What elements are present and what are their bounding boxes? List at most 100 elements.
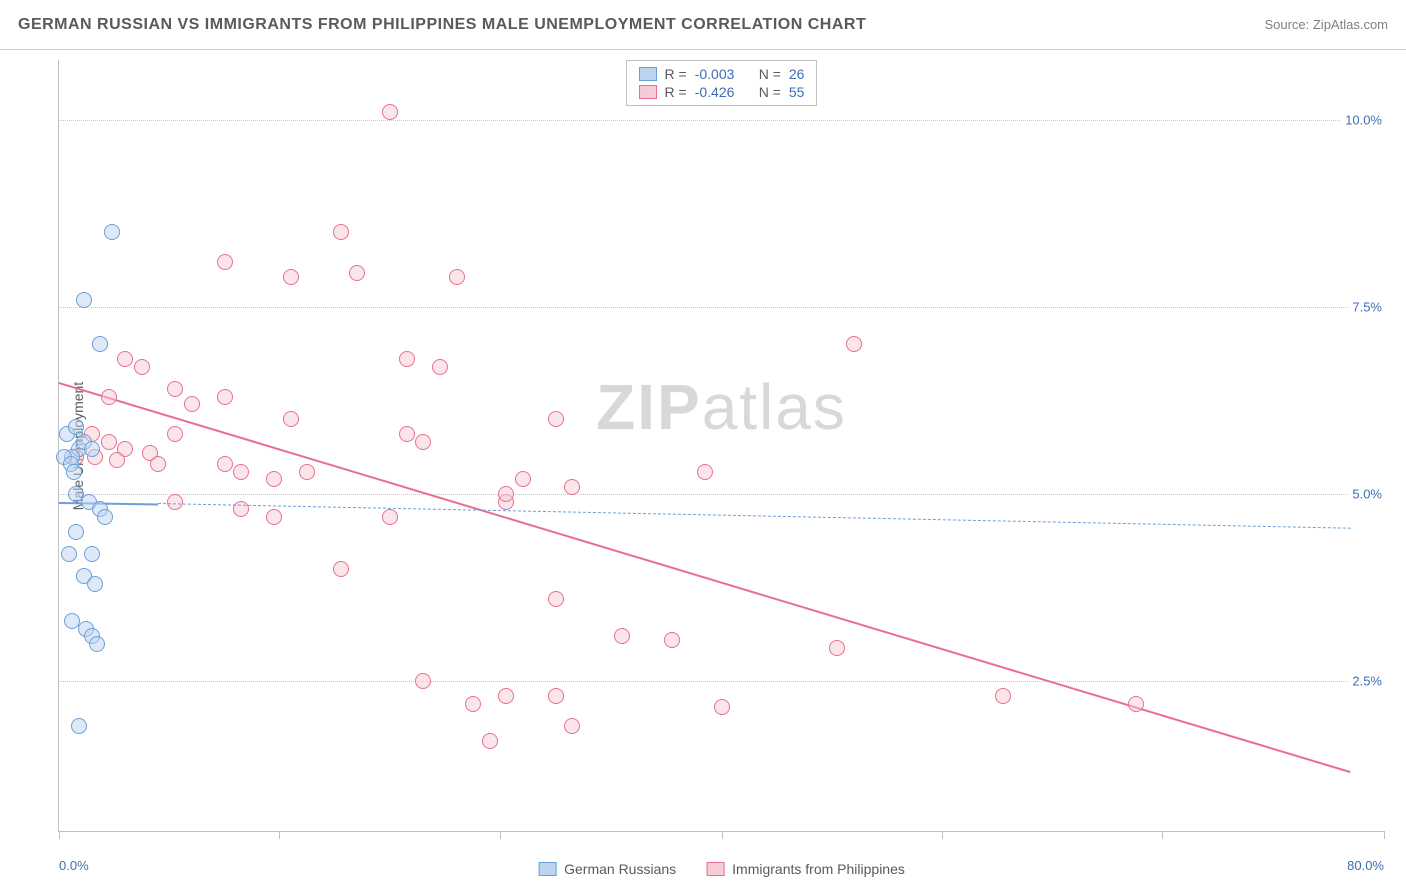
data-point bbox=[399, 351, 415, 367]
data-point bbox=[548, 688, 564, 704]
trend-line bbox=[59, 502, 158, 505]
legend-r-label: R = bbox=[665, 66, 687, 82]
data-point bbox=[233, 464, 249, 480]
watermark-bold: ZIP bbox=[596, 371, 702, 443]
data-point bbox=[465, 696, 481, 712]
legend-n-label: N = bbox=[759, 66, 781, 82]
legend-swatch bbox=[538, 862, 556, 876]
data-point bbox=[104, 224, 120, 240]
x-tick bbox=[722, 831, 723, 839]
legend-swatch bbox=[706, 862, 724, 876]
data-point bbox=[548, 411, 564, 427]
gridline bbox=[59, 307, 1384, 308]
data-point bbox=[61, 546, 77, 562]
data-point bbox=[449, 269, 465, 285]
data-point bbox=[184, 396, 200, 412]
data-point bbox=[71, 718, 87, 734]
chart-source: Source: ZipAtlas.com bbox=[1264, 17, 1388, 32]
data-point bbox=[498, 688, 514, 704]
data-point bbox=[266, 471, 282, 487]
data-point bbox=[664, 632, 680, 648]
y-tick-label: 10.0% bbox=[1341, 112, 1386, 127]
data-point bbox=[299, 464, 315, 480]
chart-plot-area: ZIPatlas 2.5%5.0%7.5%10.0%0.0%80.0%R = -… bbox=[58, 60, 1384, 832]
data-point bbox=[432, 359, 448, 375]
data-point bbox=[76, 292, 92, 308]
data-point bbox=[150, 456, 166, 472]
data-point bbox=[134, 359, 150, 375]
data-point bbox=[995, 688, 1011, 704]
data-point bbox=[564, 718, 580, 734]
data-point bbox=[89, 636, 105, 652]
data-point bbox=[266, 509, 282, 525]
data-point bbox=[515, 471, 531, 487]
data-point bbox=[84, 441, 100, 457]
data-point bbox=[614, 628, 630, 644]
data-point bbox=[101, 389, 117, 405]
data-point bbox=[217, 456, 233, 472]
data-point bbox=[482, 733, 498, 749]
data-point bbox=[101, 434, 117, 450]
data-point bbox=[498, 486, 514, 502]
data-point bbox=[283, 269, 299, 285]
series-legend-item: Immigrants from Philippines bbox=[706, 861, 905, 877]
trend-line bbox=[158, 503, 1351, 529]
data-point bbox=[349, 265, 365, 281]
data-point bbox=[399, 426, 415, 442]
x-axis-start-label: 0.0% bbox=[59, 858, 89, 873]
data-point bbox=[97, 509, 113, 525]
data-point bbox=[714, 699, 730, 715]
data-point bbox=[283, 411, 299, 427]
data-point bbox=[233, 501, 249, 517]
chart-header: GERMAN RUSSIAN VS IMMIGRANTS FROM PHILIP… bbox=[0, 0, 1406, 50]
legend-swatch bbox=[639, 85, 657, 99]
x-tick bbox=[59, 831, 60, 839]
data-point bbox=[697, 464, 713, 480]
data-point bbox=[167, 494, 183, 510]
y-tick-label: 5.0% bbox=[1348, 487, 1386, 502]
data-point bbox=[109, 452, 125, 468]
data-point bbox=[68, 524, 84, 540]
data-point bbox=[333, 561, 349, 577]
data-point bbox=[84, 546, 100, 562]
data-point bbox=[117, 351, 133, 367]
data-point bbox=[217, 389, 233, 405]
data-point bbox=[92, 336, 108, 352]
trend-line bbox=[58, 382, 1350, 773]
data-point bbox=[846, 336, 862, 352]
y-tick-label: 2.5% bbox=[1348, 674, 1386, 689]
legend-n-value: 26 bbox=[789, 66, 805, 82]
data-point bbox=[382, 509, 398, 525]
watermark-rest: atlas bbox=[702, 371, 847, 443]
data-point bbox=[829, 640, 845, 656]
legend-n-value: 55 bbox=[789, 84, 805, 100]
data-point bbox=[217, 254, 233, 270]
legend-row: R = -0.426 N = 55 bbox=[639, 83, 805, 101]
series-legend-item: German Russians bbox=[538, 861, 676, 877]
x-tick bbox=[1384, 831, 1385, 839]
watermark: ZIPatlas bbox=[596, 370, 847, 444]
x-axis-end-label: 80.0% bbox=[1347, 858, 1384, 873]
data-point bbox=[564, 479, 580, 495]
legend-n-label: N = bbox=[759, 84, 781, 100]
x-tick bbox=[942, 831, 943, 839]
data-point bbox=[167, 426, 183, 442]
data-point bbox=[87, 576, 103, 592]
data-point bbox=[68, 419, 84, 435]
x-tick bbox=[279, 831, 280, 839]
gridline bbox=[59, 681, 1384, 682]
legend-r-label: R = bbox=[665, 84, 687, 100]
data-point bbox=[1128, 696, 1144, 712]
y-tick-label: 7.5% bbox=[1348, 300, 1386, 315]
data-point bbox=[333, 224, 349, 240]
x-tick bbox=[1162, 831, 1163, 839]
legend-row: R = -0.003 N = 26 bbox=[639, 65, 805, 83]
data-point bbox=[66, 464, 82, 480]
data-point bbox=[382, 104, 398, 120]
correlation-legend: R = -0.003 N = 26R = -0.426 N = 55 bbox=[626, 60, 818, 106]
gridline bbox=[59, 494, 1384, 495]
legend-swatch bbox=[639, 67, 657, 81]
series-name: German Russians bbox=[564, 861, 676, 877]
data-point bbox=[548, 591, 564, 607]
legend-r-value: -0.003 bbox=[695, 66, 751, 82]
